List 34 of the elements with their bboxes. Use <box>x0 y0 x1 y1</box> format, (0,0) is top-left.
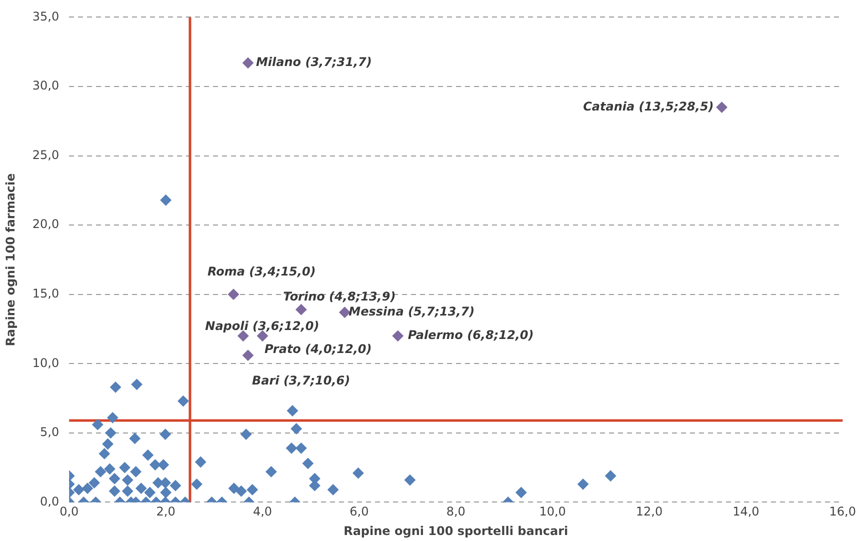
y-tick-label: 35,0 <box>32 9 60 24</box>
annotation: Palermo (6,8;12,0) <box>408 328 534 342</box>
point <box>296 304 307 316</box>
x-tick-label: 12,0 <box>636 504 663 519</box>
x-tick-label: 6,0 <box>350 504 369 519</box>
x-tick-label: 2,0 <box>156 504 176 519</box>
annotation: Torino (4,8;13,9) <box>283 290 396 304</box>
annotation: Messina (5,7;13,7) <box>348 304 475 318</box>
point <box>242 350 254 361</box>
x-tick-label: 4,0 <box>252 504 272 519</box>
annotation: Roma (3,4;15,0) <box>207 264 316 278</box>
x-tick-label: 0,0 <box>60 504 79 519</box>
y-tick-label: 0,0 <box>40 494 60 508</box>
point <box>392 330 404 342</box>
x-tick-label: 14,0 <box>732 504 760 519</box>
y-tick-label: 20,0 <box>32 217 60 232</box>
y-tick-label: 15,0 <box>32 286 60 300</box>
annotation: Napoli (3,6;12,0) <box>205 319 320 334</box>
y-tick-label: 5,0 <box>40 425 60 440</box>
annotation: Bari (3,7;10,6) <box>252 373 350 388</box>
y-tick-label: 25,0 <box>32 148 60 162</box>
x-tick-label: 8,0 <box>446 504 466 519</box>
y-tick-label: 30,0 <box>32 78 60 93</box>
x-axis-title: Rapine ogni 100 sportelli bancari <box>344 524 568 538</box>
y-tick-label: 10,0 <box>32 356 60 370</box>
annotation: Catania (13,5;28,5) <box>583 99 714 114</box>
point <box>242 57 254 68</box>
x-tick-label: 16,0 <box>829 504 856 519</box>
point <box>716 102 728 113</box>
annotation: Milano (3,7;31,7) <box>256 55 372 70</box>
annotation: Prato (4,0;12,0) <box>264 342 372 356</box>
y-axis-title: Rapine ogni 100 farmacie <box>3 173 18 346</box>
x-tick-label: 10,0 <box>539 504 566 519</box>
point <box>228 288 239 300</box>
